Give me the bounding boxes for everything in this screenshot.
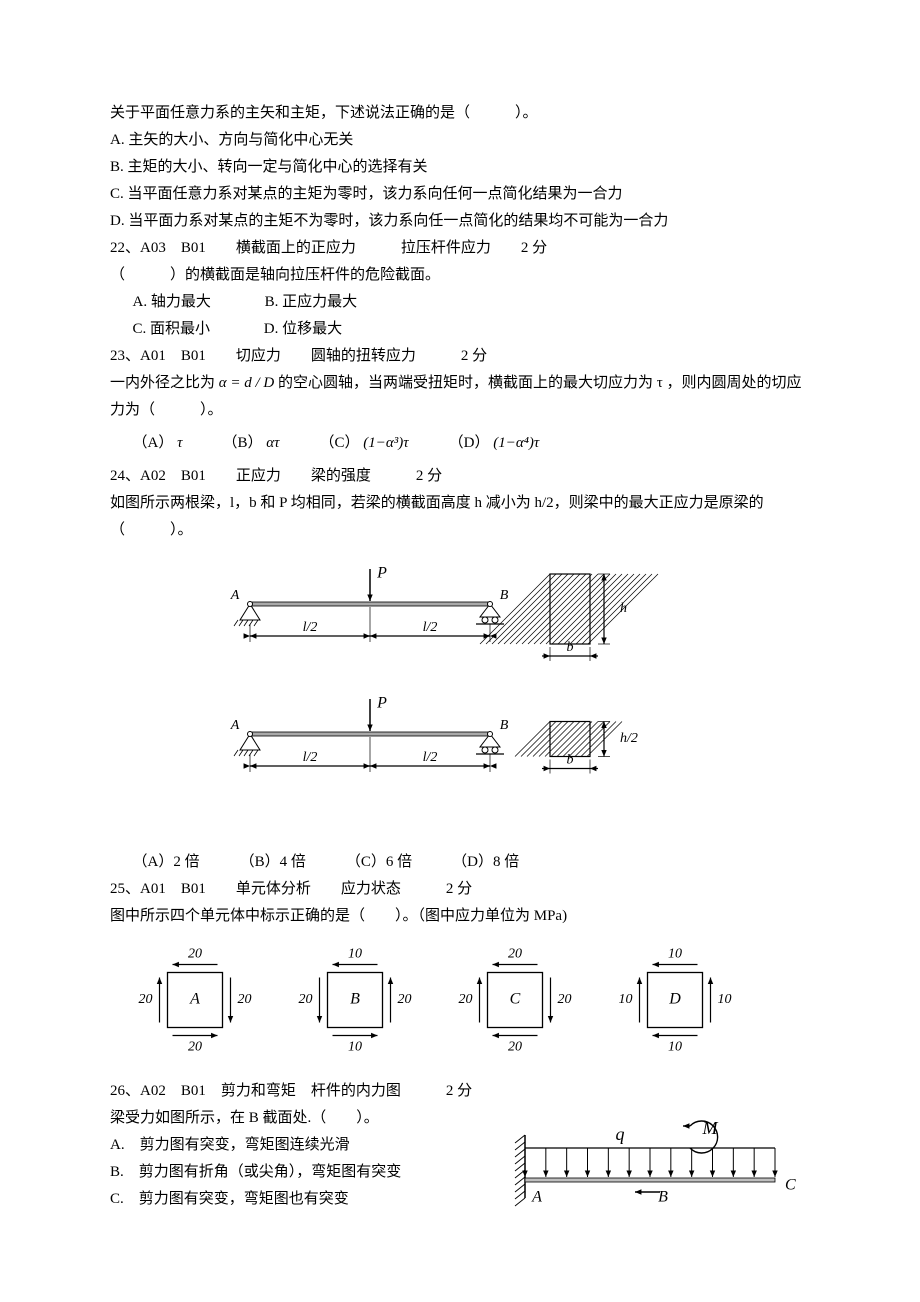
q24-stem: 如图所示两根梁，l，b 和 P 均相同，若梁的横截面高度 h 减小为 h/2，则… — [110, 490, 810, 544]
q21-stem: 关于平面任意力系的主矢和主矩，下述说法正确的是（ ）。 — [110, 100, 810, 127]
q21-optA: A. 主矢的大小、方向与简化中心无关 — [110, 127, 810, 154]
q22-optB: B. 正应力最大 — [265, 294, 358, 310]
q25-unit-A: A 20 20 20 20 — [125, 938, 265, 1058]
svg-text:20: 20 — [188, 947, 202, 962]
q21-optC: C. 当平面任意力系对某点的主矩为零时，该力系向任何一点简化结果为一合力 — [110, 181, 810, 208]
svg-text:B: B — [658, 1189, 668, 1206]
svg-text:A: A — [230, 588, 240, 603]
q23-optB-val: ατ — [266, 435, 279, 451]
svg-text:l/2: l/2 — [423, 620, 438, 635]
svg-text:C: C — [785, 1177, 796, 1194]
q25-stem: 图中所示四个单元体中标示正确的是（ ）。（图中应力单位为 MPa) — [110, 903, 810, 930]
svg-text:20: 20 — [139, 992, 153, 1007]
svg-text:B: B — [500, 588, 509, 603]
q23-optA: （A） τ — [133, 430, 183, 457]
svg-text:b: b — [567, 753, 574, 768]
q22-stem: （ ）的横截面是轴向拉压杆件的危险截面。 — [110, 262, 810, 289]
svg-text:B: B — [500, 718, 509, 733]
svg-text:B: B — [350, 991, 360, 1008]
q24-optC: （C）6 倍 — [346, 849, 412, 876]
svg-text:20: 20 — [299, 992, 313, 1007]
q24-optB: （B）4 倍 — [240, 849, 306, 876]
q24-optA: （A）2 倍 — [133, 849, 200, 876]
svg-text:20: 20 — [558, 992, 572, 1007]
q24-header: 24、A02 B01 正应力 梁的强度 2 分 — [110, 463, 810, 490]
svg-text:A: A — [189, 991, 200, 1008]
q26-optA: A. 剪力图有突变，弯矩图连续光滑 — [110, 1132, 495, 1159]
q23-alpha: α = d / D — [219, 375, 275, 391]
q26-svg: q M A B C — [495, 1105, 805, 1215]
svg-text:M: M — [702, 1118, 719, 1138]
q26-optC: C. 剪力图有突变，弯矩图也有突变 — [110, 1186, 495, 1213]
q25-header: 25、A01 B01 单元体分析 应力状态 2 分 — [110, 876, 810, 903]
svg-text:20: 20 — [238, 992, 252, 1007]
svg-text:10: 10 — [668, 947, 682, 962]
q22-header: 22、A03 B01 横截面上的正应力 拉压杆件应力 2 分 — [110, 235, 810, 262]
svg-text:20: 20 — [188, 1040, 202, 1055]
q23-optC-label: （C） — [319, 435, 359, 451]
svg-text:D: D — [668, 991, 681, 1008]
svg-text:P: P — [376, 565, 387, 582]
svg-text:q: q — [616, 1124, 625, 1144]
svg-text:P: P — [376, 695, 387, 712]
q23-optB-label: （B） — [222, 435, 262, 451]
svg-text:l/2: l/2 — [303, 750, 318, 765]
svg-text:10: 10 — [348, 947, 362, 962]
svg-text:20: 20 — [508, 1040, 522, 1055]
q21-optB: B. 主矩的大小、转向一定与简化中心的选择有关 — [110, 154, 810, 181]
q26-header: 26、A02 B01 剪力和弯矩 杆件的内力图 2 分 — [110, 1078, 810, 1105]
q23-optD-label: （D） — [449, 435, 490, 451]
svg-text:A: A — [531, 1189, 542, 1206]
q24-opts: （A）2 倍 （B）4 倍 （C）6 倍 （D）8 倍 — [110, 849, 810, 876]
q22-opts-row2: C. 面积最小 D. 位移最大 — [110, 316, 810, 343]
q23-optC-val: (1−α³)τ — [363, 435, 408, 451]
svg-text:b: b — [567, 640, 574, 655]
q24-optD: （D）8 倍 — [452, 849, 519, 876]
svg-text:C: C — [510, 991, 521, 1008]
q23-optD: （D） (1−α⁴)τ — [449, 430, 540, 457]
q26-row: 梁受力如图所示，在 B 截面处.（ ）。 A. 剪力图有突变，弯矩图连续光滑 B… — [110, 1105, 810, 1215]
svg-text:10: 10 — [348, 1040, 362, 1055]
q23-stem-pre: 一内外径之比为 — [110, 375, 215, 391]
q26-figure: q M A B C — [495, 1105, 810, 1215]
q22-optD: D. 位移最大 — [264, 321, 342, 337]
q23-optC: （C） (1−α³)τ — [319, 430, 408, 457]
svg-text:10: 10 — [668, 1040, 682, 1055]
svg-text:10: 10 — [718, 992, 732, 1007]
svg-text:h: h — [620, 601, 627, 616]
svg-text:20: 20 — [508, 947, 522, 962]
q23-header: 23、A01 B01 切应力 圆轴的扭转应力 2 分 — [110, 343, 810, 370]
q23-optA-val: τ — [177, 435, 182, 451]
svg-text:20: 20 — [398, 992, 412, 1007]
q23-optB: （B） ατ — [222, 430, 279, 457]
q23-stem: 一内外径之比为 α = d / D 的空心圆轴，当两端受扭矩时，横截面上的最大切… — [110, 370, 810, 424]
q23-optD-val: (1−α⁴)τ — [493, 435, 539, 451]
svg-text:10: 10 — [619, 992, 633, 1007]
q22-optC: C. 面积最小 — [133, 321, 211, 337]
q25-figure: A 20 20 20 20 B 10 10 20 20 C 20 20 20 20 D 10 10 10 10 — [110, 938, 810, 1058]
svg-text:20: 20 — [459, 992, 473, 1007]
q23-opts: （A） τ （B） ατ （C） (1−α³)τ （D） (1−α⁴)τ — [110, 430, 810, 457]
q22-opts-row1: A. 轴力最大 B. 正应力最大 — [110, 289, 810, 316]
svg-text:h/2: h/2 — [620, 731, 638, 746]
q25-unit-C: C 20 20 20 20 — [445, 938, 585, 1058]
q22-optA: A. 轴力最大 — [133, 294, 211, 310]
q25-unit-D: D 10 10 10 10 — [605, 938, 745, 1058]
svg-text:A: A — [230, 718, 240, 733]
q24-svg: A B Pl/2 l/2 h b A B Pl/2 l/2 h/2 b — [210, 559, 670, 839]
q24-figure: A B Pl/2 l/2 h b A B Pl/2 l/2 h/2 b — [210, 559, 810, 839]
q25-unit-B: B 10 10 20 20 — [285, 938, 425, 1058]
q26-optB: B. 剪力图有折角（或尖角），弯矩图有突变 — [110, 1159, 495, 1186]
q26-text: 梁受力如图所示，在 B 截面处.（ ）。 A. 剪力图有突变，弯矩图连续光滑 B… — [110, 1105, 495, 1213]
q21-optD: D. 当平面力系对某点的主矩不为零时，该力系向任一点简化的结果均不可能为一合力 — [110, 208, 810, 235]
svg-text:l/2: l/2 — [423, 750, 438, 765]
q23-optA-label: （A） — [133, 435, 174, 451]
svg-text:l/2: l/2 — [303, 620, 318, 635]
q26-stem: 梁受力如图所示，在 B 截面处.（ ）。 — [110, 1105, 495, 1132]
